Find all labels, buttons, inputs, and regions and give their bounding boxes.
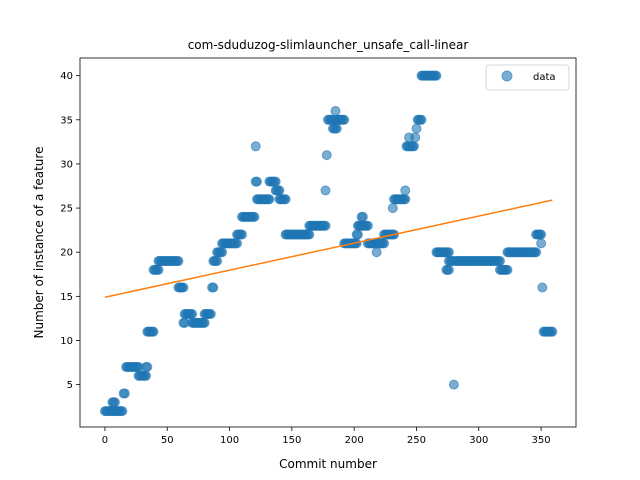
data-point xyxy=(118,407,127,416)
data-point xyxy=(200,318,209,327)
data-point xyxy=(179,283,188,292)
legend-entry-data: data xyxy=(533,72,556,83)
data-point xyxy=(532,248,541,257)
y-axis-ticks: 5 10 15 20 25 30 35 40 xyxy=(60,71,80,391)
data-point xyxy=(233,239,242,248)
chart-title: com-sduduzog-slimlauncher_unsafe_call-li… xyxy=(188,38,469,52)
data-point xyxy=(388,204,397,213)
data-point xyxy=(353,230,362,239)
data-point xyxy=(213,257,222,266)
data-point xyxy=(449,380,458,389)
y-axis-label: Number of instance of a feature xyxy=(32,147,46,339)
data-point xyxy=(188,310,197,319)
data-point xyxy=(322,151,331,160)
data-point xyxy=(380,239,389,248)
data-point xyxy=(548,327,557,336)
y-tick-label: 5 xyxy=(67,380,73,391)
data-point xyxy=(206,310,215,319)
data-point xyxy=(154,265,163,274)
data-point xyxy=(411,133,420,142)
data-point xyxy=(251,142,260,151)
plot-frame xyxy=(80,58,576,427)
data-point xyxy=(281,195,290,204)
data-point xyxy=(275,186,284,195)
data-point xyxy=(110,398,119,407)
data-point xyxy=(417,115,426,124)
data-point xyxy=(238,230,247,239)
x-tick-label: 100 xyxy=(220,435,239,446)
data-point xyxy=(401,186,410,195)
y-tick-label: 40 xyxy=(60,71,73,82)
data-point xyxy=(209,283,218,292)
data-point xyxy=(340,115,349,124)
y-tick-label: 15 xyxy=(60,292,73,303)
data-point xyxy=(149,327,158,336)
data-point xyxy=(444,248,453,257)
y-tick-label: 35 xyxy=(60,115,73,126)
legend-marker xyxy=(502,71,512,81)
data-point xyxy=(401,195,410,204)
data-point xyxy=(321,186,330,195)
data-point xyxy=(537,239,546,248)
y-tick-label: 10 xyxy=(60,336,73,347)
x-tick-label: 50 xyxy=(161,435,174,446)
data-point xyxy=(120,389,129,398)
data-point xyxy=(409,142,418,151)
x-tick-label: 350 xyxy=(532,435,551,446)
data-point xyxy=(432,71,441,80)
legend: data xyxy=(486,65,569,90)
x-tick-label: 0 xyxy=(102,435,108,446)
x-axis-label: Commit number xyxy=(279,457,377,471)
data-point xyxy=(321,221,330,230)
y-tick-label: 25 xyxy=(60,204,73,215)
x-tick-label: 200 xyxy=(345,435,364,446)
data-point xyxy=(412,124,421,133)
data-point xyxy=(252,177,261,186)
y-tick-label: 20 xyxy=(60,248,73,259)
data-point xyxy=(538,283,547,292)
x-tick-label: 150 xyxy=(282,435,301,446)
data-point xyxy=(265,195,274,204)
data-point xyxy=(503,265,512,274)
data-point xyxy=(363,221,372,230)
data-point xyxy=(142,371,151,380)
data-point xyxy=(358,212,367,221)
data-point xyxy=(331,106,340,115)
data-points xyxy=(100,71,556,415)
fit-line xyxy=(105,200,552,297)
x-axis-ticks: 0 50 100 150 200 250 300 350 xyxy=(102,427,551,446)
data-point xyxy=(218,248,227,257)
legend-box xyxy=(486,65,569,90)
x-tick-label: 300 xyxy=(469,435,488,446)
data-point xyxy=(372,248,381,257)
data-point xyxy=(495,257,504,266)
data-point xyxy=(305,230,314,239)
data-point xyxy=(537,230,546,239)
data-point xyxy=(174,257,183,266)
data-point xyxy=(444,265,453,274)
data-point xyxy=(143,362,152,371)
data-point xyxy=(332,124,341,133)
y-tick-label: 30 xyxy=(60,159,73,170)
x-tick-label: 250 xyxy=(407,435,426,446)
data-point xyxy=(271,177,280,186)
data-point xyxy=(250,212,259,221)
